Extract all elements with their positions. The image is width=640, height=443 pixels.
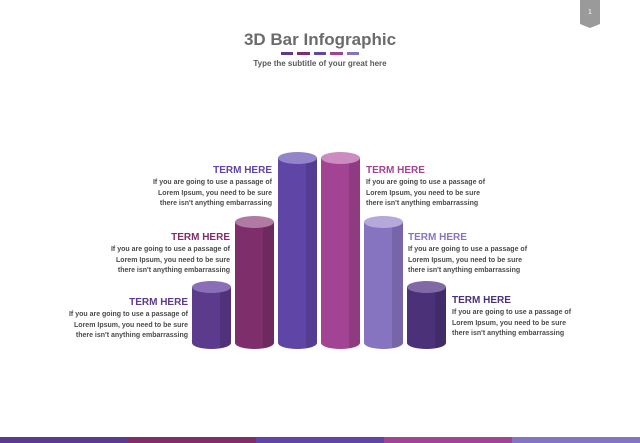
footer-segment: [128, 437, 256, 443]
title-deco-segment: [330, 52, 343, 55]
cylinder-bar-2: [235, 216, 274, 349]
term-body: If you are going to use a passage of Lor…: [110, 246, 230, 274]
title-deco-segment: [313, 52, 327, 55]
cylinder-bar-5: [364, 216, 403, 349]
footer-segment: [512, 437, 640, 443]
page-badge: [580, 0, 600, 28]
term-title: TERM HERE: [129, 297, 188, 308]
footer-segment: [0, 437, 128, 443]
term-block-4: TERM HERE If you are going to use a pass…: [366, 165, 546, 210]
term-body: If you are going to use a passage of Lor…: [152, 179, 272, 207]
term-title: TERM HERE: [452, 295, 511, 306]
term-block-1: TERM HERE If you are going to use a pass…: [8, 297, 188, 342]
cylinder-bar-6: [407, 281, 446, 349]
title-decoration: [281, 52, 360, 56]
title-deco-segment: [297, 52, 310, 55]
term-title: TERM HERE: [408, 232, 467, 243]
term-title: TERM HERE: [213, 165, 272, 176]
title-deco-segment: [346, 52, 360, 55]
term-body: If you are going to use a passage of Lor…: [408, 246, 528, 274]
page-subtitle: Type the subtitle of your great here: [253, 59, 387, 68]
page-number: 1: [588, 9, 592, 16]
footer-segment: [256, 437, 384, 443]
term-block-6: TERM HERE If you are going to use a pass…: [452, 295, 632, 340]
term-title: TERM HERE: [366, 165, 425, 176]
term-body: If you are going to use a passage of Lor…: [452, 309, 572, 337]
term-block-5: TERM HERE If you are going to use a pass…: [408, 232, 588, 277]
term-body: If you are going to use a passage of Lor…: [366, 179, 486, 207]
term-body: If you are going to use a passage of Lor…: [68, 311, 188, 339]
term-title: TERM HERE: [171, 232, 230, 243]
term-block-2: TERM HERE If you are going to use a pass…: [50, 232, 230, 277]
cylinder-bar-3: [278, 152, 317, 349]
cylinder-bar-4: [321, 152, 360, 349]
footer-color-band: [0, 437, 640, 443]
page-title: 3D Bar Infographic: [243, 30, 397, 49]
title-deco-segment: [281, 52, 294, 55]
footer-segment: [384, 437, 512, 443]
cylinder-bar-1: [192, 281, 231, 349]
term-block-3: TERM HERE If you are going to use a pass…: [92, 165, 272, 210]
